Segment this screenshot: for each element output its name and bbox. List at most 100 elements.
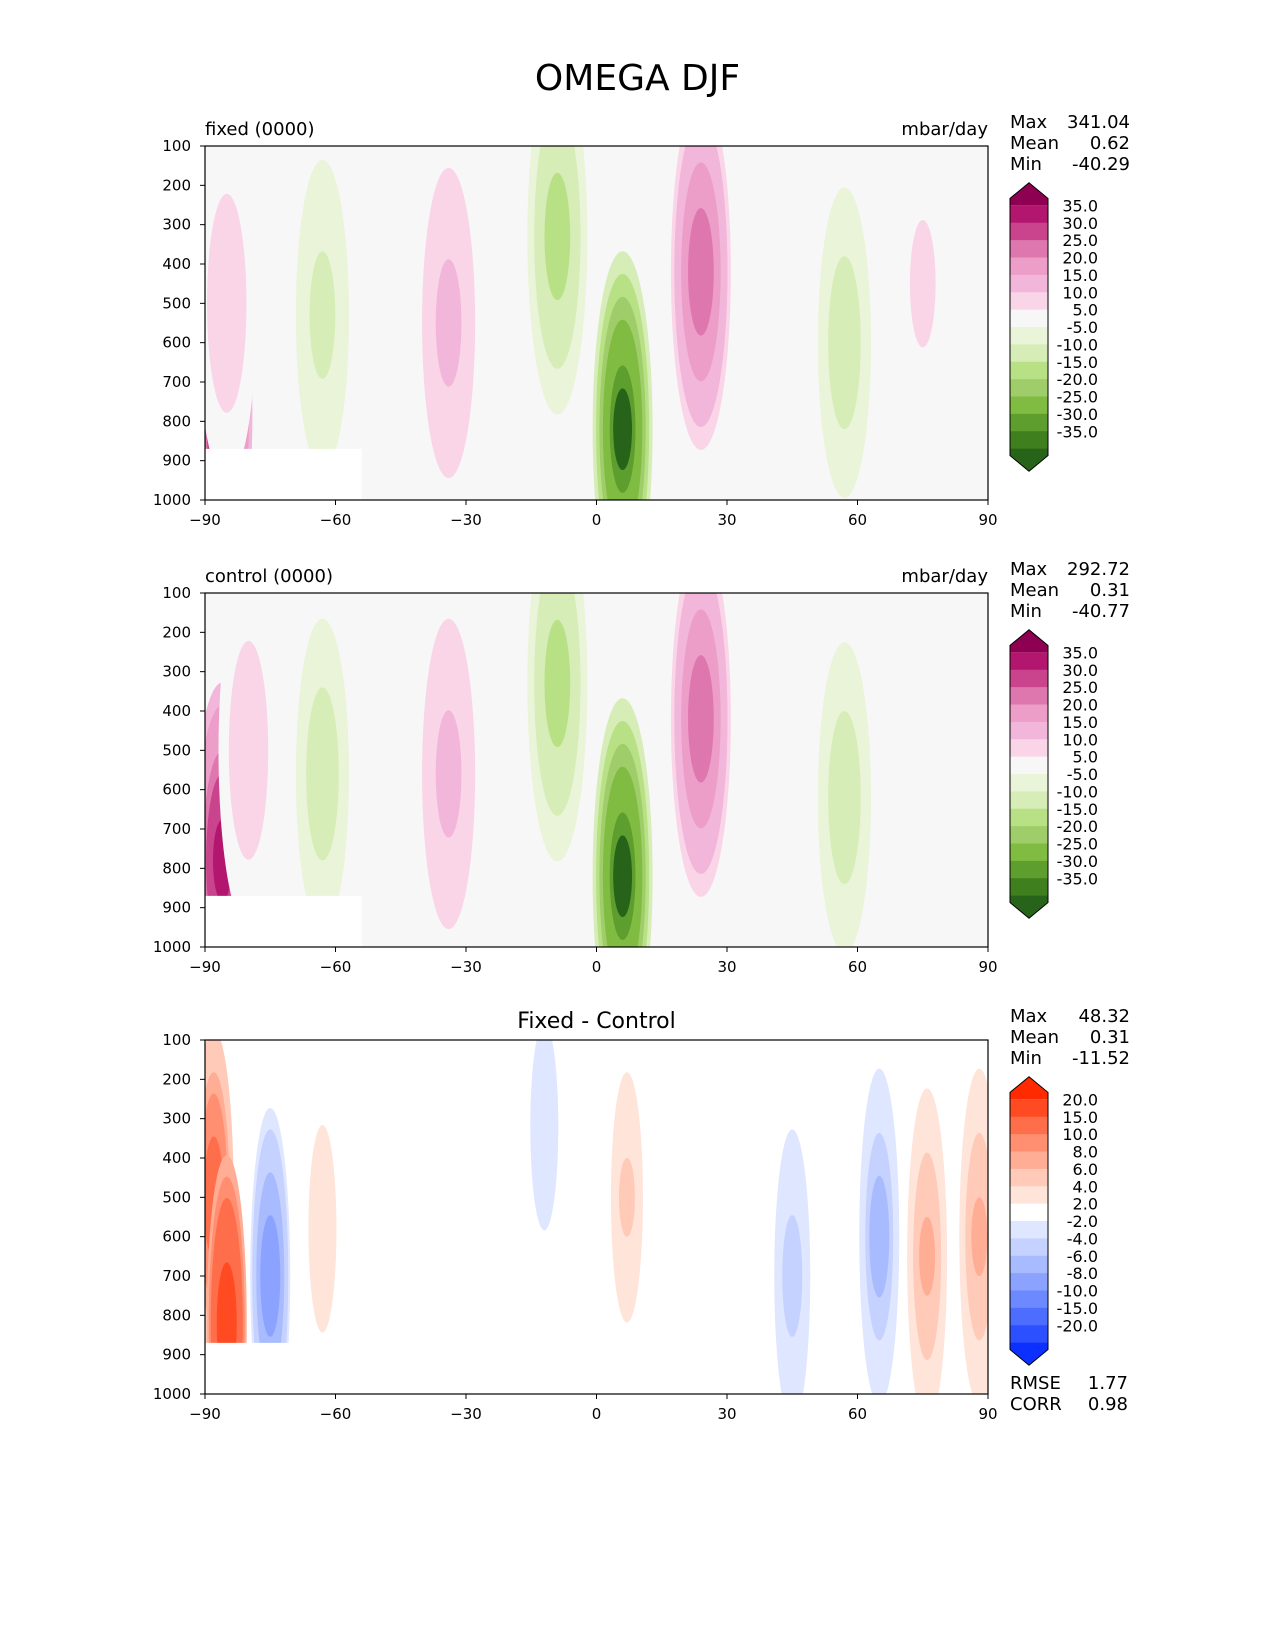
y-tick-label: 700 [162, 373, 191, 391]
colorbar-extend-top [1010, 182, 1048, 206]
colorbar-extend-bottom [1010, 448, 1048, 472]
colorbar-swatch [1010, 739, 1048, 758]
contour-level [835, 301, 854, 384]
y-tick-label: 800 [162, 1306, 191, 1324]
colorbar-label: 15.0 [1062, 713, 1098, 732]
colorbar-swatch [1010, 1099, 1048, 1118]
colorbar-label: 2.0 [1073, 1195, 1098, 1214]
y-tick-label: 900 [162, 452, 191, 470]
colorbar-label: -30.0 [1057, 852, 1098, 871]
colorbar-label: -8.0 [1067, 1264, 1098, 1283]
colorbar-swatch [1010, 808, 1048, 827]
colorbar-label: -35.0 [1057, 422, 1098, 441]
metric-rmse-label: RMSE [1010, 1373, 1061, 1394]
colorbar-swatch [1010, 205, 1048, 224]
units-label: mbar/day [901, 119, 988, 140]
units-label: mbar/day [901, 566, 988, 587]
stat-mean-label: Mean [1010, 1027, 1059, 1048]
x-tick-label: 60 [848, 1405, 867, 1423]
colorbar-label: -20.0 [1057, 370, 1098, 389]
figure-title: OMEGA DJF [534, 58, 741, 99]
y-tick-label: 100 [162, 1031, 191, 1049]
x-tick-label: −60 [320, 511, 352, 529]
colorbar-swatch [1010, 687, 1048, 705]
contour-level [835, 756, 854, 839]
colorbar-swatch [1010, 396, 1048, 415]
contour-level [217, 262, 237, 345]
terrain-mask [205, 448, 362, 500]
colorbar-label: -2.0 [1067, 1212, 1098, 1231]
x-tick-label: −90 [189, 1405, 221, 1423]
contour-level [618, 1157, 635, 1237]
chart-difference: Fixed - Control −90 −60 −30 0 30 60 90 100 200 300… [153, 1006, 1130, 1423]
stat-max-value: 48.32 [1078, 1006, 1130, 1027]
y-tick-label: 1000 [153, 1385, 191, 1403]
colorbar-swatch [1010, 1307, 1048, 1326]
y-tick-label: 600 [162, 334, 191, 352]
colorbar-label: 25.0 [1062, 678, 1098, 697]
y-tick-label: 700 [162, 820, 191, 838]
y-tick-label: 500 [162, 1188, 191, 1206]
x-tick-label: 30 [717, 511, 736, 529]
colorbar-swatch [1010, 361, 1048, 380]
colorbar-swatch [1010, 878, 1048, 897]
stat-min-value: -40.29 [1072, 154, 1130, 175]
panel-control: control (0000) mbar/day −90 −60 −30 0 30 60 90 10… [0, 555, 1275, 1005]
colorbar-swatch [1010, 774, 1048, 792]
contour-level [971, 1197, 988, 1277]
colorbar-swatch [1010, 721, 1048, 740]
colorbar-swatch [1010, 1151, 1048, 1170]
colorbar-extend-top [1010, 1076, 1048, 1100]
contour-field [205, 146, 953, 500]
chart-control: control (0000) mbar/day −90 −60 −30 0 30 60 90 10… [153, 559, 1130, 976]
colorbar-label: 30.0 [1062, 661, 1098, 680]
contour-level [313, 733, 332, 815]
y-tick-label: 900 [162, 1346, 191, 1364]
colorbar-swatch [1010, 1290, 1048, 1309]
colorbar-swatch [1010, 860, 1048, 879]
colorbar-label: 35.0 [1062, 196, 1098, 215]
colorbar-label: -20.0 [1057, 1316, 1098, 1335]
colorbar-swatch [1010, 704, 1048, 723]
colorbar-label: 5.0 [1073, 301, 1098, 320]
x-tick-label: −60 [320, 958, 352, 976]
colorbar-swatch [1010, 756, 1048, 775]
colorbar-swatch [1010, 1168, 1048, 1187]
colorbar-swatch [1010, 413, 1048, 432]
colorbar-swatch [1010, 1186, 1048, 1205]
contour-level [536, 1087, 553, 1166]
colorbar-label: -25.0 [1057, 388, 1098, 407]
panel-difference: Fixed - Control −90 −60 −30 0 30 60 90 100 200 300… [0, 1002, 1275, 1452]
colorbar-label: 5.0 [1073, 748, 1098, 767]
colorbar-label: -30.0 [1057, 405, 1098, 424]
colorbar-swatch [1010, 257, 1048, 276]
x-tick-label: −60 [320, 1405, 352, 1423]
terrain-mask [205, 1342, 362, 1394]
x-tick-label: −90 [189, 511, 221, 529]
chart-fixed: fixed (0000) mbar/day −90 −60 −30 0 30 60 90 100 2… [153, 112, 1130, 529]
contour-level [919, 1216, 936, 1296]
y-tick-label: 400 [162, 1149, 191, 1167]
panel-label: control (0000) [205, 566, 333, 587]
colorbar-swatch [1010, 1203, 1048, 1222]
y-tick-label: 1000 [153, 491, 191, 509]
x-tick-label: 30 [717, 958, 736, 976]
contour-level [913, 242, 933, 325]
colorbar-outline [1009, 629, 1049, 919]
colorbar-label: -15.0 [1057, 800, 1098, 819]
y-tick-label: 300 [162, 663, 191, 681]
colorbar-extend-bottom [1010, 1342, 1048, 1366]
stat-max-value: 341.04 [1067, 112, 1130, 133]
colorbar-swatch [1010, 791, 1048, 810]
colorbar-label: -20.0 [1057, 817, 1098, 836]
stat-min-label: Min [1010, 1048, 1042, 1069]
x-tick-label: −30 [450, 511, 482, 529]
colorbar-label: 8.0 [1073, 1143, 1098, 1162]
contour-level [691, 678, 711, 760]
stat-mean-value: 0.31 [1090, 1027, 1130, 1048]
colorbar-label: -25.0 [1057, 835, 1098, 854]
colorbar-swatch [1010, 1238, 1048, 1257]
contour-level [547, 195, 567, 278]
colorbar-label: 6.0 [1073, 1160, 1098, 1179]
x-tick-label: 90 [978, 1405, 997, 1423]
